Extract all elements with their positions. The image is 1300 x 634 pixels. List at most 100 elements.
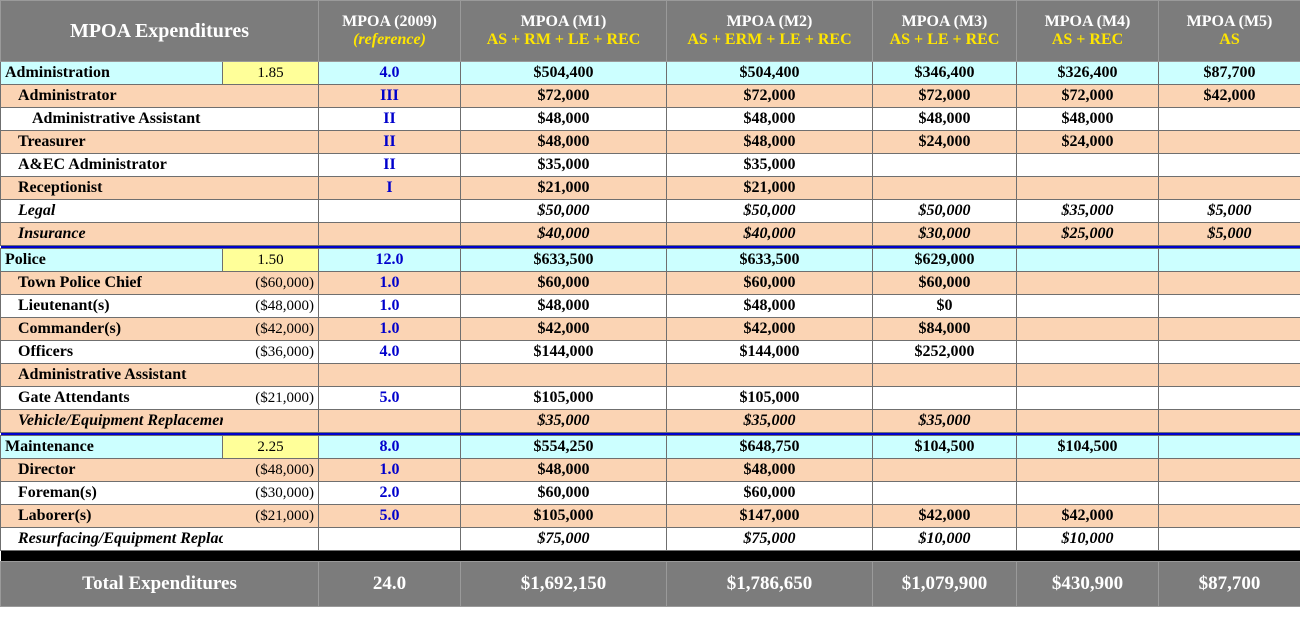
value-cell: $60,000: [666, 481, 873, 505]
value-cell: $60,000: [460, 271, 667, 295]
value-cell: $35,000: [1016, 199, 1159, 223]
value-cell: $60,000: [460, 481, 667, 505]
table-row: Gate Attendants ($21,000) 5.0 $105,000 $…: [0, 386, 1300, 410]
value-cell: $50,000: [872, 199, 1017, 223]
ref-cell: [318, 222, 461, 246]
value-cell: [1016, 153, 1159, 177]
value-cell: [1158, 107, 1300, 131]
total-value: $1,786,650: [666, 561, 873, 607]
value-cell: $42,000: [666, 317, 873, 341]
total-value: $1,692,150: [460, 561, 667, 607]
value-cell: $42,000: [1016, 504, 1159, 528]
ref-cell: [318, 363, 461, 387]
divider-line: [0, 550, 1300, 562]
ref-cell: 8.0: [318, 435, 461, 459]
value-cell: $60,000: [872, 271, 1017, 295]
section-name: Administration: [0, 61, 223, 85]
value-cell: [872, 153, 1017, 177]
col-sub: AS + ERM + LE + REC: [687, 31, 852, 48]
table-row: Director ($48,000) 1.0 $48,000 $48,000: [0, 458, 1300, 482]
value-cell: $60,000: [666, 271, 873, 295]
value-cell: [666, 363, 873, 387]
ref-cell: 1.0: [318, 458, 461, 482]
value-cell: $48,000: [872, 107, 1017, 131]
value-cell: [1158, 527, 1300, 551]
row-label: Vehicle/Equipment Replacement: [0, 409, 223, 433]
value-cell: $104,500: [872, 435, 1017, 459]
row-salary: [222, 107, 319, 131]
col-name: MPOA (M5): [1186, 13, 1273, 30]
row-salary: [222, 527, 319, 551]
value-cell: [1158, 481, 1300, 505]
row-salary: ($48,000): [222, 294, 319, 318]
row-salary: [222, 363, 319, 387]
row-label: Resurfacing/Equipment Replacement: [0, 527, 223, 551]
value-cell: [1016, 340, 1159, 364]
value-cell: $105,000: [460, 504, 667, 528]
ref-cell: 5.0: [318, 386, 461, 410]
section-name: Maintenance: [0, 435, 223, 459]
value-cell: $40,000: [666, 222, 873, 246]
row-salary: [222, 176, 319, 200]
table-title: MPOA Expenditures: [0, 0, 319, 62]
value-cell: [872, 363, 1017, 387]
ref-cell: [318, 199, 461, 223]
value-cell: $5,000: [1158, 199, 1300, 223]
value-cell: [1158, 248, 1300, 272]
value-cell: $48,000: [460, 130, 667, 154]
value-cell: $50,000: [666, 199, 873, 223]
value-cell: $252,000: [872, 340, 1017, 364]
row-label: Administrator: [0, 84, 223, 108]
table-row: Administrative Assistant: [0, 363, 1300, 387]
row-salary: [222, 153, 319, 177]
row-label: Foreman(s): [0, 481, 223, 505]
table-row: Vehicle/Equipment Replacement $35,000 $3…: [0, 409, 1300, 433]
value-cell: [872, 386, 1017, 410]
table-row: Resurfacing/Equipment Replacement $75,00…: [0, 527, 1300, 551]
col-header-m1: MPOA (M1) AS + RM + LE + REC: [460, 0, 667, 62]
total-divider: [0, 550, 1300, 562]
ref-cell: I: [318, 176, 461, 200]
value-cell: [872, 176, 1017, 200]
col-header-m3: MPOA (M3) AS + LE + REC: [872, 0, 1017, 62]
section-factor: 2.25: [222, 435, 319, 459]
value-cell: $48,000: [666, 130, 873, 154]
value-cell: $42,000: [460, 317, 667, 341]
total-row: Total Expenditures 24.0 $1,692,150 $1,78…: [0, 561, 1300, 607]
value-cell: [1158, 271, 1300, 295]
value-cell: [1158, 317, 1300, 341]
header-row: MPOA Expenditures MPOA (2009) (reference)…: [0, 0, 1300, 62]
value-cell: $75,000: [666, 527, 873, 551]
col-sub: AS + RM + LE + REC: [486, 31, 641, 48]
value-cell: $629,000: [872, 248, 1017, 272]
value-cell: [1016, 248, 1159, 272]
value-cell: $144,000: [460, 340, 667, 364]
value-cell: [1016, 317, 1159, 341]
row-label: Officers: [0, 340, 223, 364]
value-cell: $48,000: [1016, 107, 1159, 131]
row-salary: ($21,000): [222, 504, 319, 528]
value-cell: $48,000: [666, 458, 873, 482]
col-name: MPOA (M4): [1044, 13, 1131, 30]
value-cell: $105,000: [666, 386, 873, 410]
row-salary: [222, 84, 319, 108]
row-label: Town Police Chief: [0, 271, 223, 295]
value-cell: [1158, 340, 1300, 364]
value-cell: [460, 363, 667, 387]
ref-cell: II: [318, 153, 461, 177]
value-cell: $346,400: [872, 61, 1017, 85]
value-cell: [1158, 176, 1300, 200]
row-label: Laborer(s): [0, 504, 223, 528]
table-row: Commander(s) ($42,000) 1.0 $42,000 $42,0…: [0, 317, 1300, 341]
ref-cell: II: [318, 130, 461, 154]
value-cell: $10,000: [872, 527, 1017, 551]
row-label: Administrative Assistant: [0, 107, 223, 131]
total-value: $87,700: [1158, 561, 1300, 607]
table-row: Administrator III $72,000 $72,000 $72,00…: [0, 84, 1300, 108]
section-row-maintenance: Maintenance 2.25 8.0 $554,250 $648,750 $…: [0, 435, 1300, 459]
value-cell: [1158, 409, 1300, 433]
ref-cell: II: [318, 107, 461, 131]
row-label: Insurance: [0, 222, 223, 246]
col-header-m5: MPOA (M5) AS: [1158, 0, 1300, 62]
value-cell: $35,000: [666, 153, 873, 177]
